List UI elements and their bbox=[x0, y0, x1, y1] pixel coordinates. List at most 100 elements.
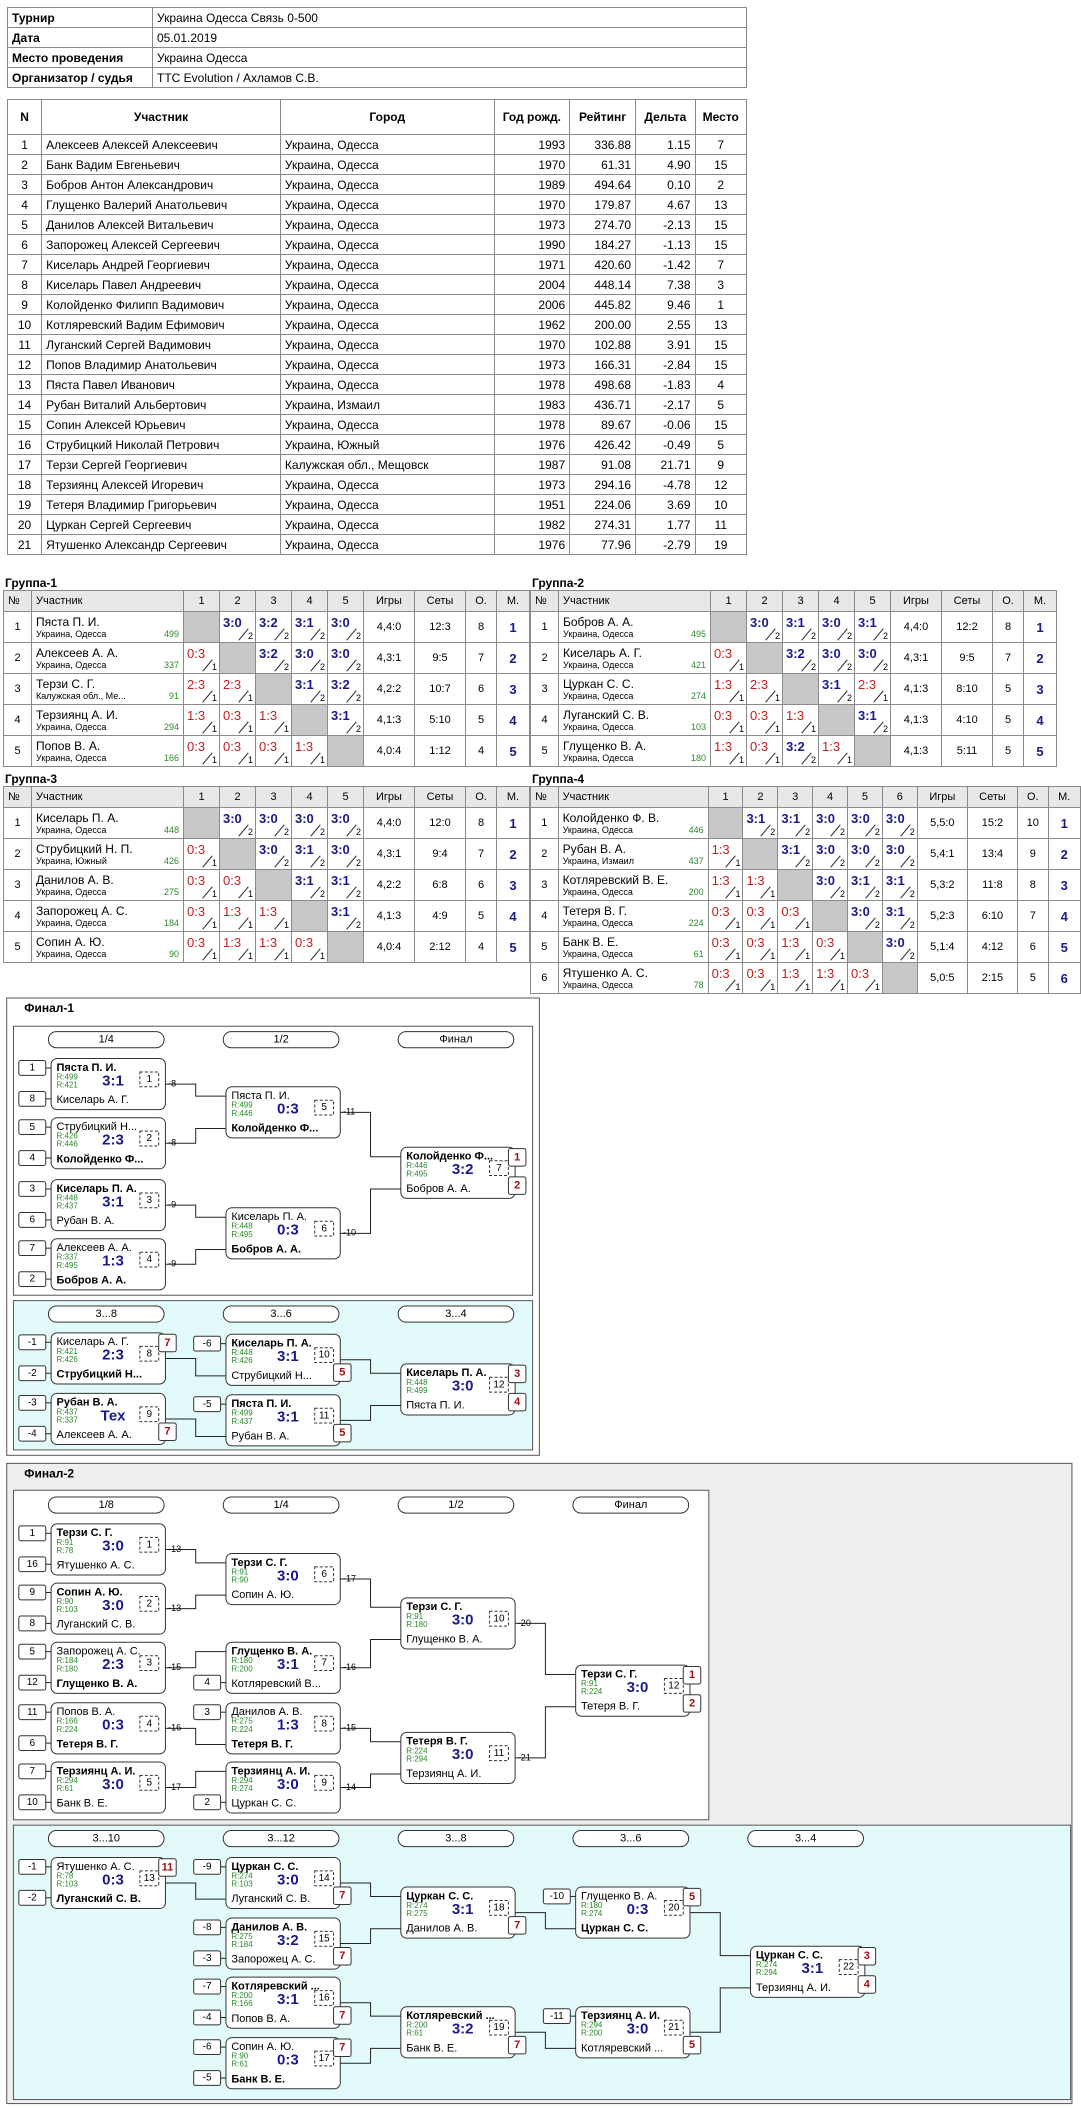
player-sub: Украина, Одесса 61 bbox=[563, 949, 704, 959]
participant-cell: 1973 bbox=[493, 354, 571, 375]
points-earned: 1 bbox=[211, 858, 217, 868]
score-cell: 3:0 2 bbox=[327, 642, 364, 674]
place: 5 bbox=[1047, 931, 1081, 963]
points-earned: 2 bbox=[283, 631, 289, 641]
score-cell: 0:3 1 bbox=[710, 704, 747, 736]
player-name: Луганский С. В. bbox=[56, 1619, 135, 1631]
participant-cell: 7.38 bbox=[635, 274, 696, 295]
place-box bbox=[682, 1694, 702, 1713]
participant-cell: Глущенко Валерий Анатольевич bbox=[41, 194, 281, 215]
participant-cell: Украина, Одесса bbox=[279, 194, 495, 215]
match-number-box bbox=[314, 1099, 335, 1116]
participant-cell: -4.78 bbox=[635, 474, 696, 495]
player-name: Киселарь П. А. bbox=[231, 1338, 311, 1350]
participant-cell: 7 bbox=[694, 254, 748, 275]
score-cell: 3:0 2 bbox=[327, 807, 364, 839]
points-earned: 1 bbox=[774, 693, 780, 703]
column-header: 6 bbox=[881, 786, 918, 808]
seed-box bbox=[193, 2070, 222, 2086]
participant-cell: Киселарь Павел Андреевич bbox=[41, 274, 281, 295]
score: 0:3 bbox=[711, 935, 730, 950]
place: 1 bbox=[496, 611, 530, 643]
place: 2 bbox=[496, 642, 530, 674]
player-sub: Украина, Южный 426 bbox=[36, 856, 179, 866]
points-earned: 1 bbox=[283, 724, 289, 734]
place: 5 bbox=[1023, 735, 1057, 767]
place: 1 bbox=[514, 1151, 520, 1163]
player-name: Глущенко В. А. bbox=[406, 1633, 482, 1645]
player-name: Бобров А. А. bbox=[563, 615, 634, 629]
match-box bbox=[50, 1392, 166, 1446]
points-earned: 1 bbox=[770, 982, 776, 992]
group-row: 1 Колойденко Ф. В. Украина, Одесса 446 3:1 2 3… bbox=[530, 807, 1081, 839]
place: 7 bbox=[164, 1337, 170, 1349]
sets: 4:10 bbox=[941, 704, 993, 736]
player-name: Запорожец А. С. bbox=[56, 1646, 140, 1658]
player-name: Киселарь А. Г. bbox=[563, 646, 642, 660]
participant-cell: 184.27 bbox=[569, 234, 637, 255]
games: 4,2:2 bbox=[363, 869, 415, 901]
final-frame bbox=[6, 997, 540, 1456]
points-earned: 2 bbox=[355, 889, 361, 899]
rating: R:499 bbox=[231, 1101, 253, 1110]
seed: 2 bbox=[204, 1797, 210, 1808]
games: 4,3:1 bbox=[363, 838, 415, 870]
place: 5 bbox=[496, 931, 530, 963]
points-earned: 2 bbox=[909, 889, 915, 899]
match-box bbox=[575, 1886, 691, 1939]
round-label: 3...4 bbox=[445, 1308, 466, 1320]
participant-cell: 445.82 bbox=[569, 294, 637, 315]
points-earned: 1 bbox=[247, 951, 253, 961]
seed: -6 bbox=[203, 2042, 212, 2053]
rating: R:499 bbox=[406, 1386, 428, 1395]
score-cell: 3:1 2 bbox=[327, 869, 364, 901]
rating: R:166 bbox=[56, 1717, 78, 1726]
participant-cell: Попов Владимир Анатольевич bbox=[41, 354, 281, 375]
score: 1:3 bbox=[746, 873, 765, 888]
column-header: 4 bbox=[291, 590, 328, 612]
points-earned: 1 bbox=[735, 951, 741, 961]
empty-cell bbox=[854, 735, 891, 767]
participant-cell: 3 bbox=[694, 274, 748, 295]
score: 3:0 bbox=[223, 811, 242, 826]
points-earned: 2 bbox=[909, 858, 915, 868]
match-number-box bbox=[139, 1406, 160, 1423]
score-cell: 3:1 2 bbox=[327, 704, 364, 736]
rating: R:200 bbox=[231, 1664, 253, 1673]
score: 0:3 bbox=[781, 904, 800, 919]
rating: R:448 bbox=[231, 1222, 253, 1231]
points: 4 bbox=[465, 931, 497, 963]
player-rating: 90 bbox=[168, 949, 179, 959]
player-name: Данилов А. В. bbox=[36, 873, 114, 887]
seed-box bbox=[18, 1119, 47, 1136]
player-rating: 166 bbox=[163, 753, 179, 763]
seed: -5 bbox=[203, 2073, 212, 2084]
score-cell: 3:0 2 bbox=[291, 807, 328, 839]
games: 4,0:4 bbox=[363, 931, 415, 963]
player-name: Котляревский ... bbox=[581, 2042, 663, 2054]
seed-box bbox=[193, 1335, 222, 1352]
match-number-box bbox=[314, 1407, 335, 1424]
match-score: 3:0 bbox=[102, 1597, 124, 1614]
participant-cell: 11 bbox=[6, 334, 43, 355]
score: 3:1 bbox=[295, 842, 314, 857]
connector bbox=[515, 2031, 576, 2049]
participant-cell: 21.71 bbox=[635, 454, 696, 475]
match-score: 0:3 bbox=[277, 1101, 299, 1118]
player-number: 2 bbox=[530, 838, 559, 870]
score-cell: 0:3 1 bbox=[746, 704, 783, 736]
seed: 7 bbox=[29, 1766, 35, 1777]
score-cell: 0:3 1 bbox=[707, 900, 744, 932]
participant-cell: 274.70 bbox=[569, 214, 637, 235]
column-header: Город bbox=[279, 99, 495, 135]
match-number: 2 bbox=[147, 1133, 153, 1144]
match-box bbox=[225, 1917, 341, 1970]
score-cell: 3:0 2 bbox=[818, 642, 855, 674]
connector bbox=[340, 1928, 401, 1945]
column-header: 1 bbox=[183, 786, 220, 808]
games: 5,1:4 bbox=[916, 931, 968, 963]
player-name: Пяста П. И. bbox=[36, 615, 100, 629]
participant-cell: Терзи Сергей Георгиевич bbox=[41, 454, 281, 475]
group-table: № Участник 1 2 3 4 5 Игры Сеты О. М. 1 Бобров А. А. У… bbox=[530, 590, 1057, 767]
match-number-box bbox=[489, 1160, 509, 1177]
